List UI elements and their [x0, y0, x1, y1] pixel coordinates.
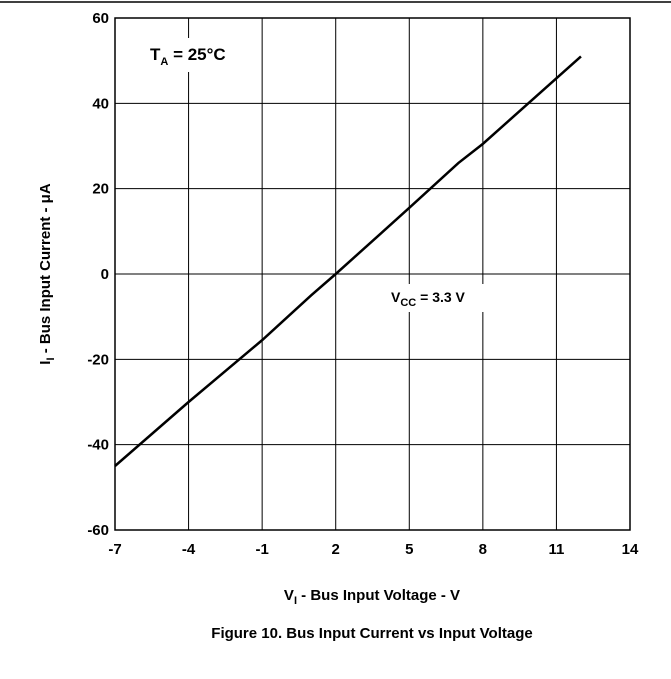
- y-tick-label: -40: [87, 437, 109, 454]
- caption: Figure 10. Bus Input Current vs Input Vo…: [211, 625, 532, 642]
- x-tick-label: -7: [108, 541, 121, 558]
- data-line: [114, 55, 582, 467]
- x-tick-label: 11: [548, 541, 564, 558]
- y-tick-label: -60: [87, 522, 109, 539]
- annotation-bg: [136, 38, 256, 72]
- annotation: VCC = 3.3 V: [391, 289, 466, 309]
- y-tick-label: 20: [92, 181, 109, 198]
- x-tick-label: -4: [182, 541, 196, 558]
- x-tick-label: 5: [405, 541, 413, 558]
- y-tick-label: -20: [87, 351, 109, 368]
- x-tick-label: 2: [332, 541, 340, 558]
- y-axis-label: II - Bus Input Current - μA: [37, 183, 57, 365]
- y-tick-label: 60: [92, 10, 109, 27]
- x-axis-label: VI - Bus Input Voltage - V: [284, 587, 460, 607]
- x-tick-label: 14: [622, 541, 639, 558]
- x-tick-label: 8: [479, 541, 487, 558]
- y-tick-label: 40: [92, 95, 109, 112]
- annotation-bg: [385, 284, 495, 312]
- plot-frame: [114, 17, 631, 531]
- annotation: TA = 25°C: [150, 45, 226, 68]
- x-tick-label: -1: [255, 541, 268, 558]
- y-tick-label: 0: [101, 266, 109, 283]
